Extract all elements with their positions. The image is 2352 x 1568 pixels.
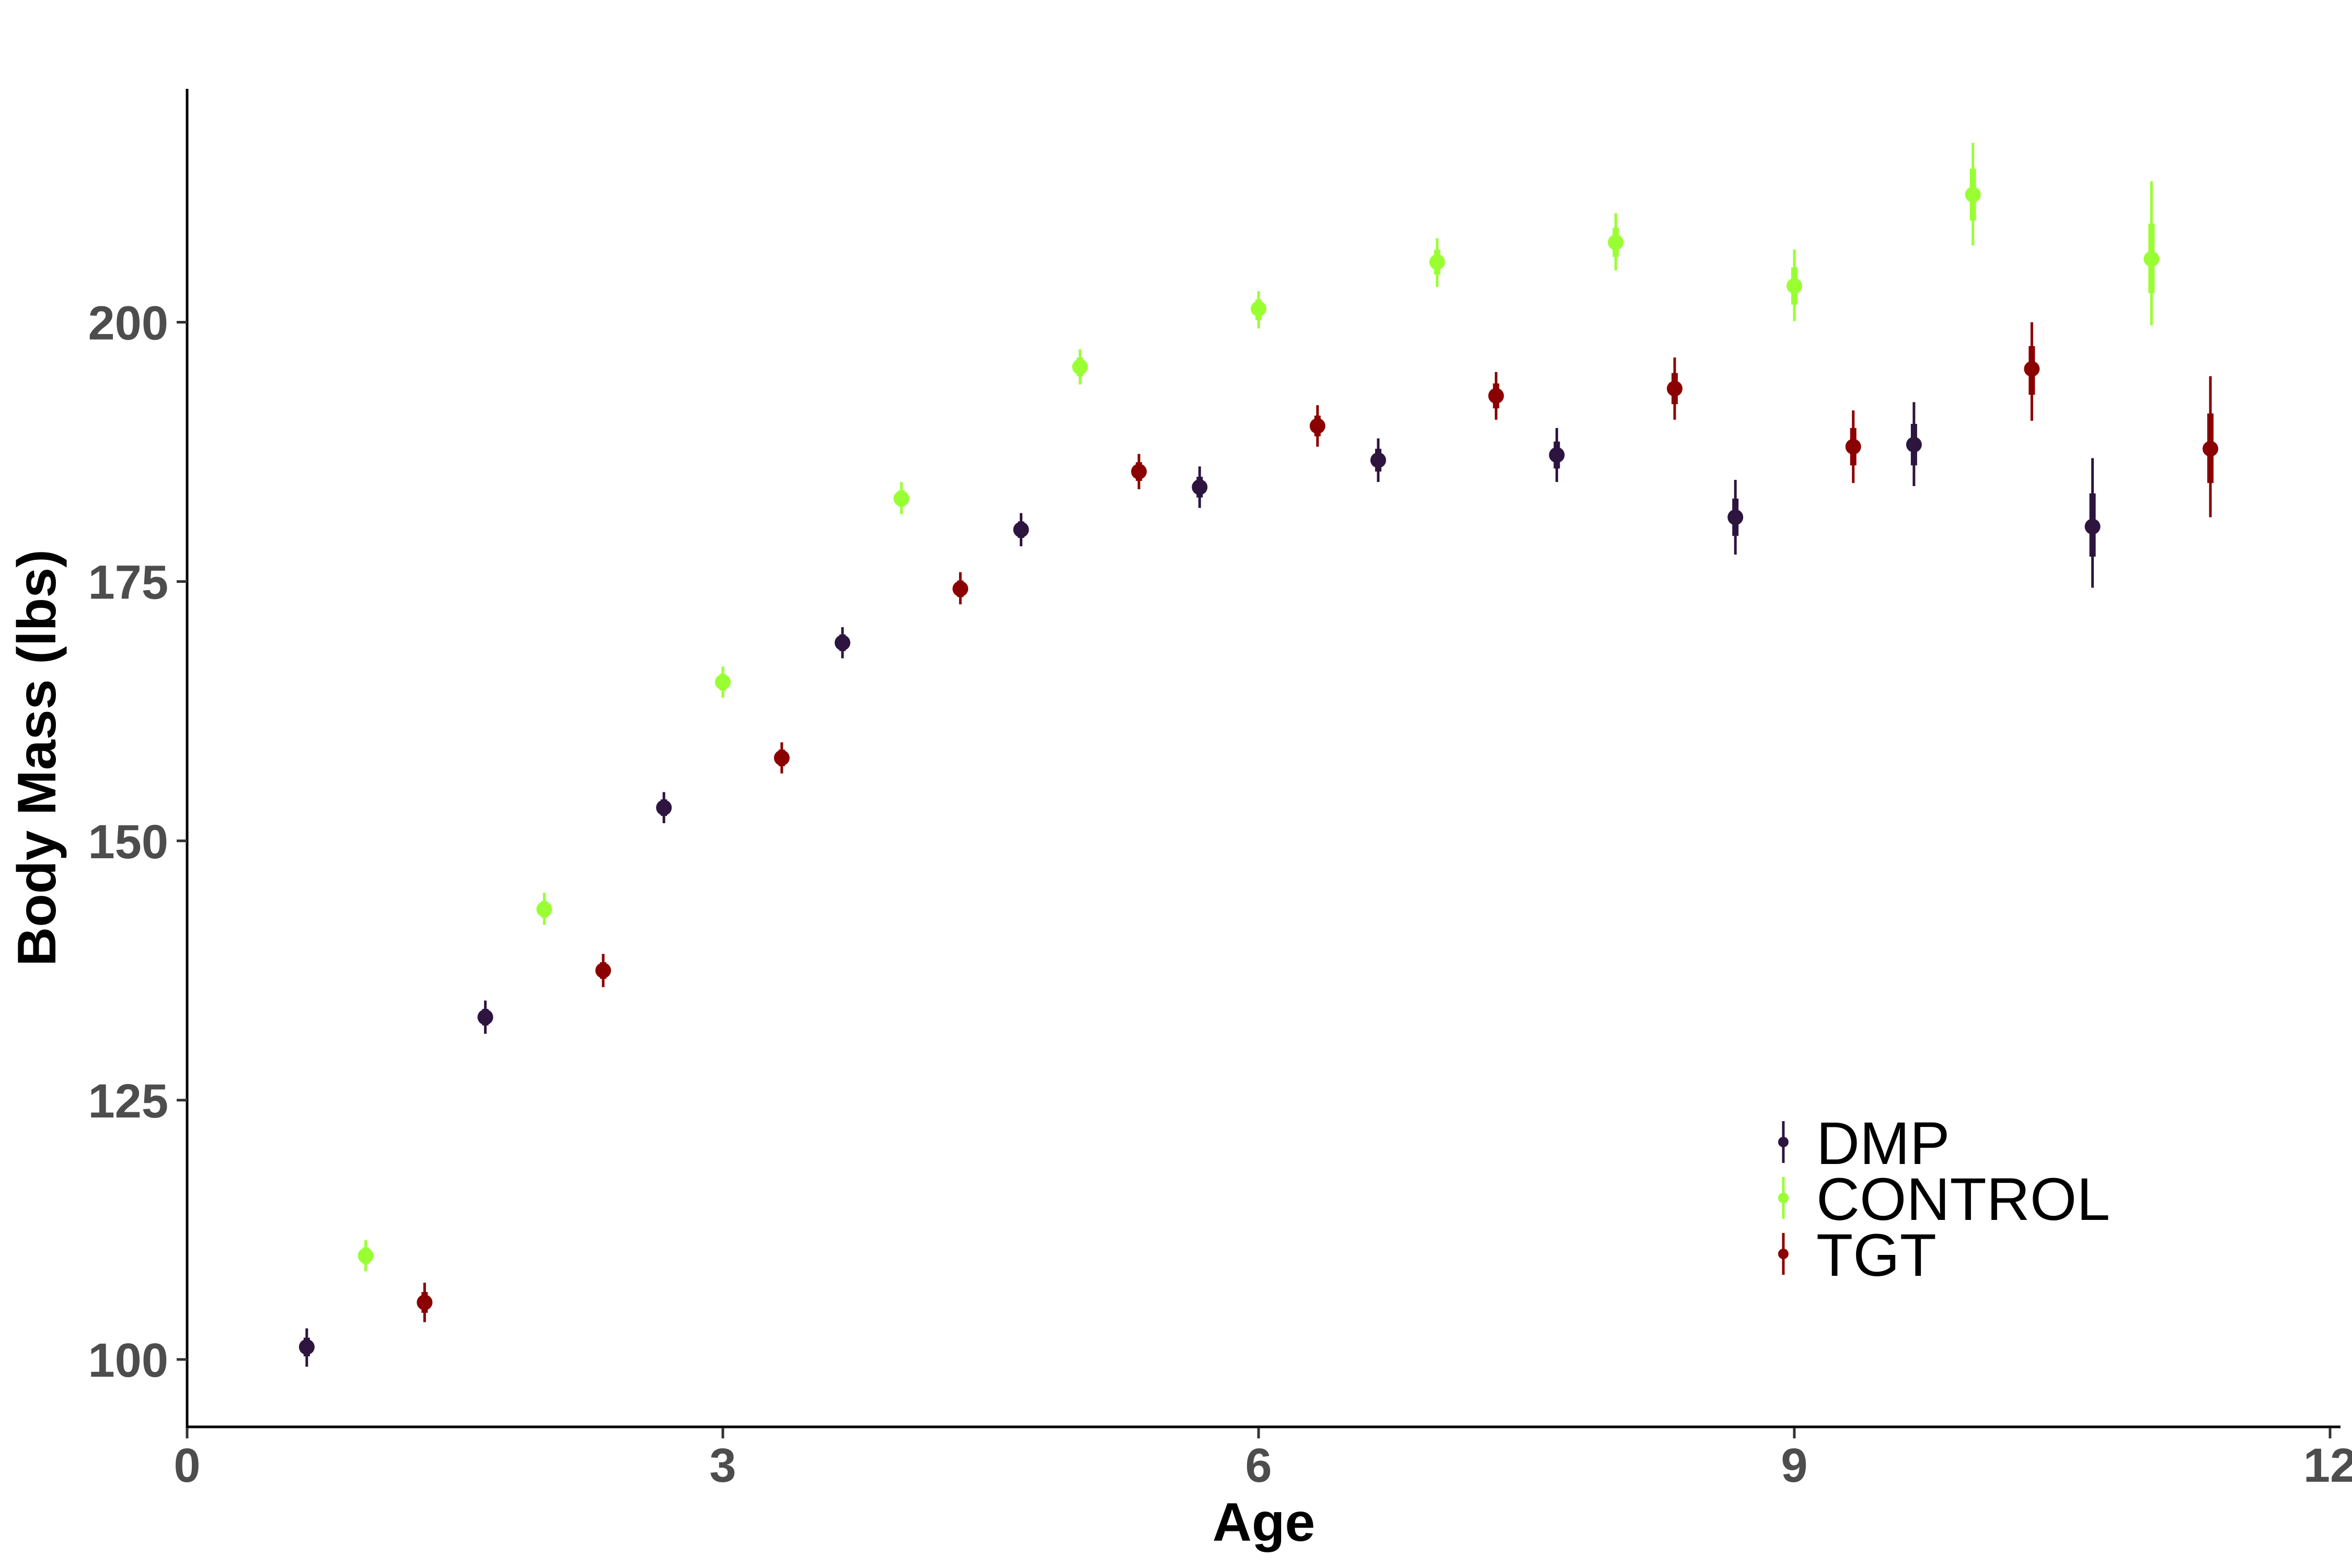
data-point: [1309, 418, 1325, 434]
data-point: [2203, 441, 2219, 457]
legend-item-dmp: DMP: [1778, 1110, 1950, 1177]
data-point: [1786, 278, 1802, 294]
y-tick-label: 175: [88, 556, 169, 609]
legend-item-control: CONTROL: [1778, 1166, 2110, 1233]
legend-label: DMP: [1816, 1110, 1950, 1177]
x-ticks: 0 3 6 9 12: [174, 1428, 2352, 1492]
data-point: [1370, 452, 1386, 468]
series-control: [358, 143, 2160, 1272]
data-point: [1549, 447, 1565, 463]
data-point: [595, 962, 612, 978]
data-point: [715, 674, 731, 690]
data-point: [1845, 439, 1861, 455]
data-point: [2024, 361, 2040, 377]
data-point: [358, 1248, 374, 1264]
data-point: [656, 800, 672, 816]
legend-key-point: [1778, 1193, 1789, 1203]
data-point: [834, 635, 850, 651]
data-point: [1131, 464, 1147, 480]
data-point: [1013, 522, 1029, 538]
series-layer: [298, 143, 2219, 1367]
y-tick-label: 100: [88, 1334, 169, 1387]
data-point: [1965, 187, 1981, 203]
data-point: [2143, 251, 2160, 267]
x-tick-label: 3: [709, 1439, 736, 1492]
y-tick-label: 150: [88, 815, 169, 869]
data-point: [2084, 518, 2101, 535]
data-point: [1488, 388, 1504, 404]
legend-label: TGT: [1816, 1222, 1936, 1289]
series-dmp: [298, 402, 2101, 1367]
data-point: [952, 581, 969, 597]
data-point: [1251, 301, 1266, 317]
legend-label: CONTROL: [1816, 1166, 2110, 1233]
data-point: [1667, 381, 1683, 397]
y-tick-label: 125: [88, 1075, 169, 1128]
data-point: [1192, 479, 1208, 495]
x-tick-label: 9: [1781, 1439, 1807, 1492]
legend-key-point: [1778, 1249, 1789, 1259]
x-tick-label: 12: [2303, 1439, 2352, 1492]
y-ticks: 100 125 150 175 200: [88, 297, 187, 1387]
legend-item-tgt: TGT: [1778, 1222, 1936, 1289]
series-tgt: [417, 322, 2219, 1322]
data-point: [1608, 234, 1624, 250]
y-axis-title: Body Mass (lbs): [7, 549, 67, 966]
data-point: [893, 490, 909, 506]
data-point: [417, 1294, 433, 1310]
data-point: [774, 750, 790, 766]
x-tick-label: 0: [174, 1439, 200, 1492]
y-tick-label: 200: [88, 297, 169, 350]
data-point: [298, 1339, 315, 1355]
data-point: [536, 901, 552, 917]
data-point: [1906, 436, 1922, 453]
x-axis-title: Age: [1213, 1492, 1315, 1553]
data-point: [477, 1009, 493, 1025]
legend-key-point: [1778, 1137, 1789, 1147]
data-point: [1727, 509, 1744, 525]
data-point: [1429, 254, 1445, 270]
data-point: [1072, 359, 1088, 375]
x-tick-label: 6: [1245, 1439, 1272, 1492]
